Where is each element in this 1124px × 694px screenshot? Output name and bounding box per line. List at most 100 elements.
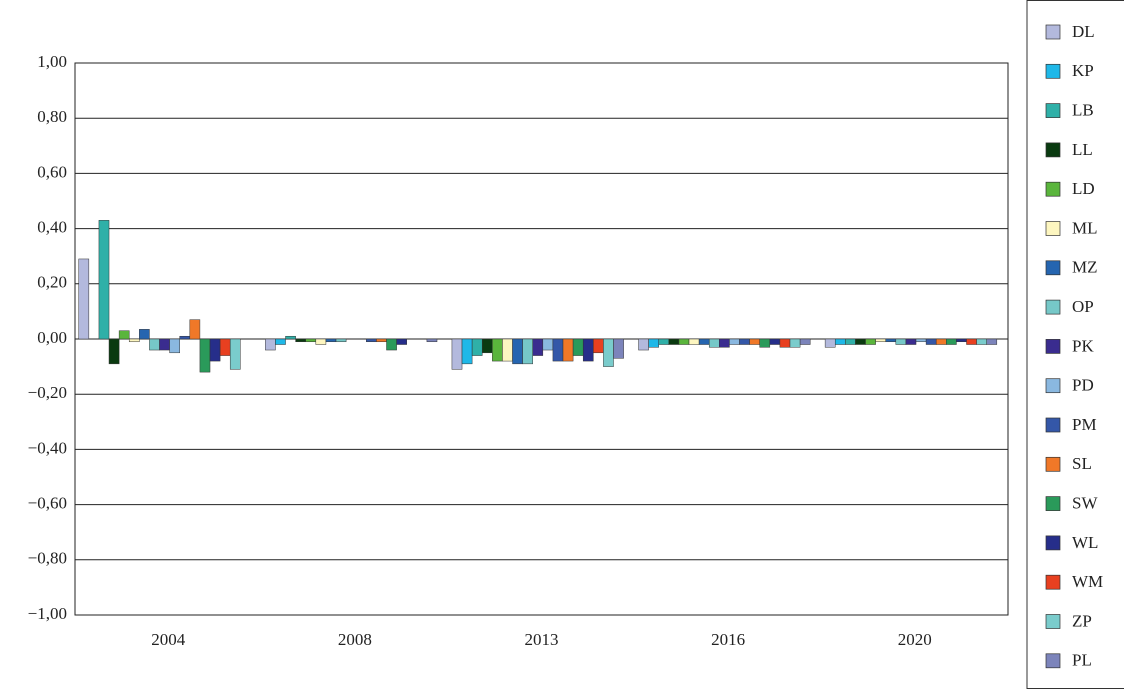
legend-swatch bbox=[1045, 103, 1061, 118]
bar bbox=[199, 338, 211, 373]
legend-swatch bbox=[1045, 456, 1061, 472]
bar bbox=[189, 319, 201, 340]
bar bbox=[729, 338, 740, 345]
bar bbox=[512, 338, 523, 365]
bar bbox=[658, 338, 670, 345]
bar bbox=[593, 338, 604, 354]
bar bbox=[572, 338, 584, 356]
bar bbox=[935, 338, 947, 345]
bar bbox=[613, 338, 624, 359]
bar bbox=[532, 338, 544, 356]
bar bbox=[845, 338, 856, 345]
legend-swatch bbox=[1045, 142, 1061, 158]
legend-swatch bbox=[1045, 574, 1061, 590]
bar bbox=[265, 338, 276, 351]
bar bbox=[159, 338, 170, 351]
y-tick-label: −0,40 bbox=[28, 438, 67, 457]
bar bbox=[396, 338, 407, 345]
legend-label: WM bbox=[1072, 572, 1103, 591]
bar bbox=[759, 338, 771, 348]
bar bbox=[719, 338, 730, 348]
legend-swatch bbox=[1045, 378, 1061, 394]
plot-frame bbox=[74, 62, 1009, 616]
bar bbox=[905, 338, 917, 345]
bar bbox=[179, 335, 191, 340]
y-tick-label: 1,00 bbox=[37, 52, 67, 71]
bar bbox=[956, 338, 967, 343]
bar bbox=[209, 338, 221, 362]
x-tick-label: 2016 bbox=[711, 630, 745, 649]
bar bbox=[739, 338, 750, 345]
bar bbox=[885, 338, 897, 343]
bar bbox=[895, 338, 907, 345]
y-tick-label: 0,20 bbox=[37, 273, 67, 292]
legend-label: OP bbox=[1072, 297, 1094, 316]
bar bbox=[219, 338, 231, 356]
y-tick-label: 0,80 bbox=[37, 107, 67, 126]
legend-swatch bbox=[1045, 63, 1061, 79]
bar bbox=[749, 338, 760, 345]
bar bbox=[335, 338, 347, 343]
bar bbox=[461, 338, 473, 365]
bar bbox=[522, 338, 533, 365]
legend-swatch bbox=[1045, 24, 1061, 40]
bar bbox=[376, 338, 387, 343]
bar bbox=[481, 338, 493, 354]
bar bbox=[865, 338, 876, 345]
legend-label: PL bbox=[1072, 651, 1092, 670]
bar bbox=[492, 338, 503, 362]
legend-label: KP bbox=[1072, 61, 1094, 80]
bar bbox=[139, 329, 150, 340]
legend-label: LL bbox=[1072, 140, 1093, 159]
bar bbox=[915, 338, 927, 343]
bar bbox=[149, 338, 160, 351]
bar bbox=[638, 338, 649, 351]
legend-label: PD bbox=[1072, 376, 1094, 395]
legend-swatch bbox=[1045, 653, 1061, 669]
bar bbox=[285, 335, 296, 340]
bar bbox=[834, 338, 846, 345]
y-tick-label: 0,00 bbox=[37, 328, 67, 347]
bar bbox=[648, 338, 659, 348]
bar bbox=[386, 338, 397, 351]
bar bbox=[128, 338, 140, 343]
legend-swatch bbox=[1045, 496, 1061, 511]
x-tick-label: 2008 bbox=[338, 630, 372, 649]
x-tick-label: 2020 bbox=[898, 630, 932, 649]
legend-swatch bbox=[1045, 221, 1061, 236]
bar bbox=[325, 338, 337, 343]
legend-label: MZ bbox=[1072, 258, 1098, 277]
bar bbox=[471, 338, 483, 356]
legend-label: ML bbox=[1072, 218, 1098, 237]
legend-label: LD bbox=[1072, 179, 1095, 198]
y-tick-label: 0,40 bbox=[37, 218, 67, 237]
bar bbox=[966, 338, 977, 345]
x-tick-label: 2013 bbox=[525, 630, 559, 649]
bar bbox=[688, 338, 700, 345]
bar bbox=[315, 338, 327, 345]
bar bbox=[769, 338, 781, 345]
bar bbox=[582, 338, 594, 362]
bar bbox=[678, 338, 690, 345]
legend-swatch bbox=[1045, 614, 1061, 629]
bar bbox=[552, 338, 564, 362]
legend-swatch bbox=[1045, 299, 1061, 315]
legend-swatch bbox=[1045, 260, 1061, 276]
bar bbox=[925, 338, 937, 345]
bar bbox=[946, 338, 957, 345]
bar bbox=[305, 338, 317, 343]
bar bbox=[603, 338, 614, 367]
bar bbox=[502, 338, 513, 362]
bar bbox=[779, 338, 791, 348]
x-tick-label: 2004 bbox=[151, 630, 186, 649]
legend-label: PM bbox=[1072, 415, 1097, 434]
bar bbox=[855, 338, 866, 345]
y-tick-label: −1,00 bbox=[28, 604, 67, 623]
bar bbox=[708, 338, 720, 348]
y-tick-label: 0,60 bbox=[37, 162, 67, 181]
bar bbox=[789, 338, 801, 348]
bar bbox=[698, 338, 710, 345]
legend-label: WL bbox=[1072, 533, 1098, 552]
bar bbox=[78, 258, 90, 340]
